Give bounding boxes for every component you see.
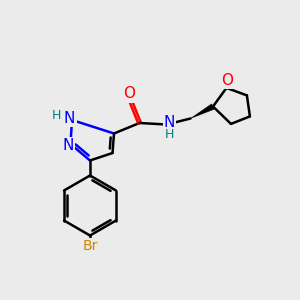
Text: H: H: [165, 128, 174, 141]
Text: Br: Br: [82, 239, 98, 253]
Text: O: O: [123, 86, 135, 101]
Text: N: N: [62, 138, 74, 153]
Polygon shape: [190, 104, 214, 119]
Text: N: N: [64, 111, 75, 126]
Text: N: N: [164, 115, 175, 130]
Text: O: O: [221, 73, 233, 88]
Text: H: H: [52, 109, 61, 122]
